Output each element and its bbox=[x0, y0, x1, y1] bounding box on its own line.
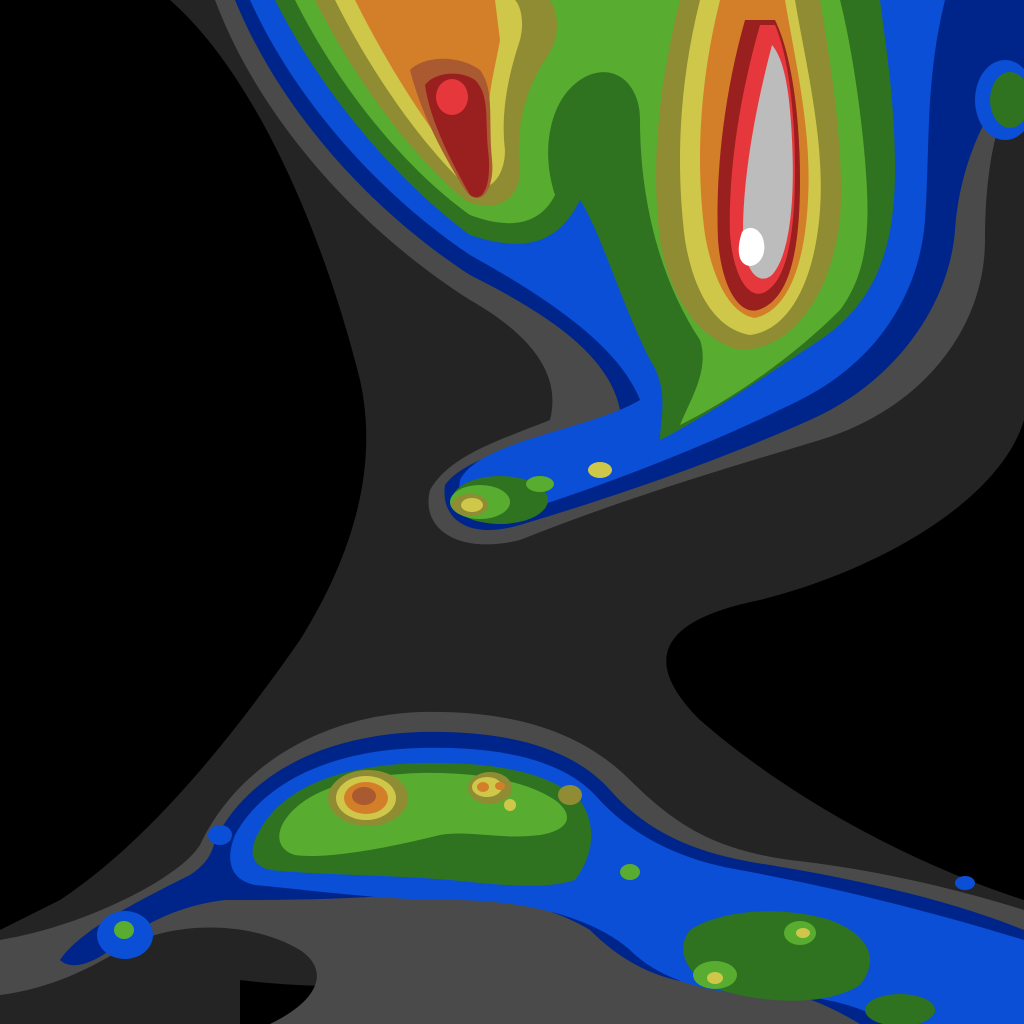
level-12-region-north bbox=[742, 45, 793, 279]
level-9-region-south bbox=[352, 787, 376, 805]
level-13-region-north bbox=[738, 227, 765, 266]
